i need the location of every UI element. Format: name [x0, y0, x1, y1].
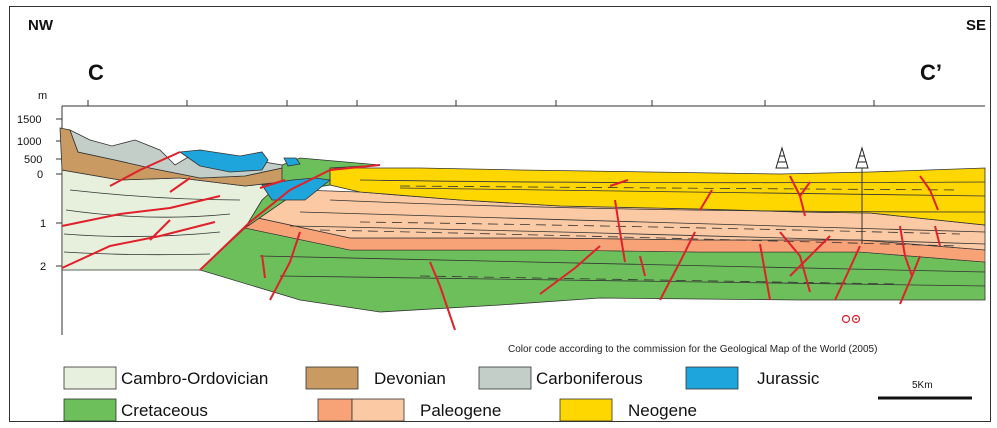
fault-25: [934, 225, 941, 247]
fault-16: [699, 189, 713, 211]
legend-label-paleogene: Paleogene: [420, 401, 501, 420]
legend-item-cambro-ordovician: Cambro-Ordovician: [63, 366, 268, 390]
fault-1: [61, 221, 216, 269]
well-icon-1: [775, 146, 789, 169]
swatch-paleogene-light: [351, 398, 405, 422]
legend: Cambro-Ordovician Devonian Carboniferous…: [63, 366, 820, 422]
fault-8: [269, 231, 301, 301]
swatch-cambro-ordovician: [63, 366, 117, 390]
top-axis: [62, 100, 985, 107]
scale-bar-label: 5Km: [912, 380, 933, 391]
fault-6: [169, 177, 191, 193]
fault-26: [899, 255, 921, 305]
legend-label-cambro-ordovician: Cambro-Ordovician: [121, 369, 268, 388]
legend-item-devonian: Devonian: [305, 366, 446, 390]
dashed-strata: [319, 185, 961, 285]
legend-label-carboniferous: Carboniferous: [536, 369, 643, 388]
fault-3: [199, 164, 381, 271]
depth-tick-2: 2: [40, 261, 46, 273]
fault-7: [149, 219, 171, 241]
fault-24: [919, 175, 939, 211]
unit-jurassic-2: [261, 177, 331, 201]
well-icon-2: [855, 146, 869, 244]
depth-tick-1500: 1500: [17, 114, 41, 126]
fault-2: [61, 195, 221, 227]
legend-item-jurassic: Jurassic: [685, 366, 820, 390]
fault-20: [779, 231, 811, 293]
swatch-paleogene-dark: [317, 398, 353, 422]
color-code-note: Color code according to the commission f…: [508, 344, 877, 355]
nw-label: NW: [28, 17, 54, 34]
fault-21: [789, 235, 831, 277]
legend-item-neogene: Neogene: [559, 398, 697, 422]
cross-circle-icon: [841, 314, 851, 324]
fault-13: [609, 179, 629, 187]
depth-unit: m: [38, 90, 47, 102]
fault-10: [429, 261, 456, 331]
depth-axis: m 1500 1000 500 0 1 2: [17, 90, 63, 335]
swatch-neogene: [559, 398, 613, 422]
scale-bar: 5Km: [878, 380, 972, 400]
geology-units: [59, 127, 986, 313]
fault-17: [759, 243, 771, 301]
depth-tick-500: 500: [24, 154, 42, 166]
swatch-devonian: [305, 366, 359, 390]
fault-23: [899, 225, 913, 277]
well-icons: [775, 146, 869, 244]
fault-5: [259, 179, 286, 189]
section-start-label: C: [88, 60, 104, 85]
section-end-label: C’: [920, 60, 942, 85]
depth-tick-0: 0: [37, 169, 43, 181]
faults: [61, 151, 941, 331]
dot-circle-icon: [851, 314, 861, 324]
unit-jurassic-1: [178, 149, 269, 173]
legend-item-cretaceous: Cretaceous: [63, 398, 208, 422]
fault-12: [614, 199, 626, 263]
fault-19: [799, 181, 811, 197]
depth-tick-1000: 1000: [17, 136, 41, 148]
fault-15: [659, 231, 696, 301]
legend-label-neogene: Neogene: [628, 401, 697, 420]
se-label: SE: [966, 17, 986, 34]
legend-label-devonian: Devonian: [374, 369, 446, 388]
legend-item-paleogene: Paleogene: [317, 398, 501, 422]
fault-11: [539, 245, 601, 295]
fault-9: [261, 254, 266, 279]
fault-22: [834, 245, 861, 301]
legend-label-cretaceous: Cretaceous: [121, 401, 208, 420]
swatch-jurassic: [685, 366, 739, 390]
strike-slip-symbols: [841, 314, 861, 324]
fault-14: [639, 255, 646, 277]
unit-jurassic-3: [283, 157, 301, 167]
depth-tick-1: 1: [40, 218, 46, 230]
swatch-cretaceous: [63, 398, 117, 422]
legend-item-carboniferous: Carboniferous: [478, 366, 643, 390]
swatch-carboniferous: [478, 366, 532, 390]
fault-4: [109, 151, 181, 187]
legend-label-jurassic: Jurassic: [757, 369, 820, 388]
